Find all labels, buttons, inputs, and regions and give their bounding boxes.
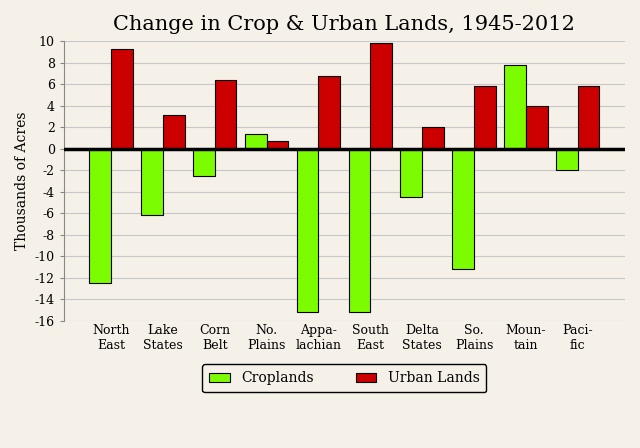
Bar (452, 149, 474, 269)
Legend: Croplands, Urban Lands: Croplands, Urban Lands (202, 365, 486, 392)
Bar (267, 141, 289, 149)
Bar (193, 149, 214, 176)
Bar (401, 149, 422, 197)
Bar (141, 149, 163, 215)
Bar (556, 149, 578, 170)
Bar (474, 86, 496, 149)
Bar (349, 149, 371, 312)
Bar (422, 127, 444, 149)
Bar (371, 43, 392, 149)
Bar (319, 76, 340, 149)
Bar (526, 106, 548, 149)
Bar (297, 149, 319, 312)
Bar (244, 134, 267, 149)
Y-axis label: Thousands of Acres: Thousands of Acres (15, 112, 29, 250)
Title: Change in Crop & Urban Lands, 1945-2012: Change in Crop & Urban Lands, 1945-2012 (113, 15, 575, 34)
Bar (504, 65, 526, 149)
Bar (163, 116, 184, 149)
Bar (111, 49, 132, 149)
Bar (214, 80, 237, 149)
Bar (89, 149, 111, 283)
Bar (578, 86, 600, 149)
